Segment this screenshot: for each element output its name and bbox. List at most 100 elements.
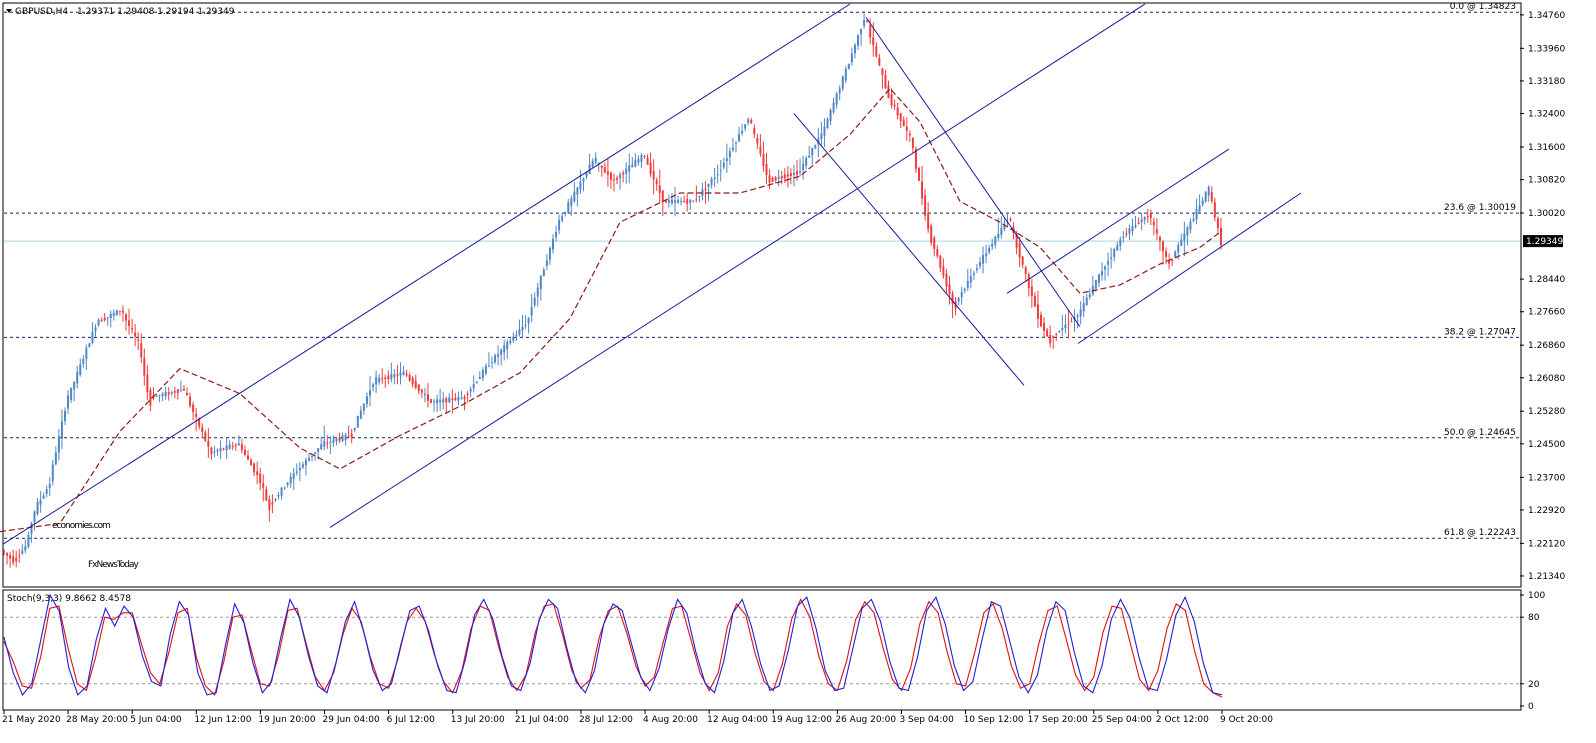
candle [179, 380, 182, 393]
candle [42, 492, 45, 500]
candle [195, 408, 198, 432]
moving-average [0, 87, 1223, 533]
candle [170, 390, 173, 396]
candle [164, 386, 167, 400]
candle [1149, 209, 1152, 225]
candle [890, 88, 893, 109]
candle [606, 158, 609, 187]
trend-line[interactable] [1077, 192, 1302, 344]
time-tick-label: 29 Jun 04:00 [323, 715, 380, 725]
candle [972, 270, 975, 281]
candle [902, 116, 905, 127]
candle [735, 140, 737, 153]
candle [1088, 288, 1091, 300]
price-tick-label: 1.27660 [1528, 308, 1565, 318]
candle [430, 398, 432, 404]
candle [1213, 197, 1216, 222]
candle [600, 165, 603, 177]
time-tick-label: 3 Sep 04:00 [899, 715, 954, 725]
candle [189, 392, 192, 409]
candle [728, 147, 731, 166]
triangle-down-icon[interactable] [6, 9, 12, 13]
ohlc-readout: 1.29371 1.29408 1.29194 1.29349 [77, 7, 235, 17]
candle [860, 28, 863, 46]
candle [564, 211, 567, 217]
candle [100, 317, 103, 322]
candle [899, 112, 902, 129]
fib-level-label: 61.8 @ 1.22243 [1444, 528, 1516, 538]
trend-line[interactable] [865, 17, 1081, 328]
time-tick-label: 28 May 20:00 [66, 715, 128, 725]
trend-line[interactable] [329, 3, 1146, 528]
candle [121, 305, 124, 322]
candle [1009, 216, 1012, 222]
candle [311, 455, 314, 462]
candle [1101, 262, 1103, 281]
candle [1067, 309, 1070, 339]
candle [548, 246, 551, 265]
price-tick-label: 1.31600 [1528, 143, 1565, 153]
trend-line[interactable] [2, 3, 851, 545]
candle [893, 99, 896, 110]
candle [1125, 228, 1128, 238]
candle [186, 387, 188, 396]
price-tick-label: 1.26860 [1528, 341, 1565, 351]
candle [9, 551, 12, 568]
candle [118, 310, 121, 316]
candle [463, 394, 466, 411]
trend-line[interactable] [793, 113, 1025, 386]
trend-line[interactable] [1006, 148, 1230, 294]
candle [994, 235, 997, 249]
candle [707, 183, 710, 202]
time-tick-label: 12 Aug 04:00 [707, 715, 768, 725]
candle [33, 510, 36, 531]
candle [875, 41, 878, 58]
candle [924, 188, 927, 221]
candle [835, 91, 838, 109]
candle [481, 367, 484, 382]
fib-level-label: 23.6 @ 1.30019 [1444, 203, 1516, 213]
price-tick-label: 1.22120 [1528, 539, 1565, 549]
candle [945, 268, 948, 293]
candle [423, 387, 426, 403]
candle [411, 376, 414, 388]
candle [347, 426, 350, 438]
time-tick-label: 2 Oct 12:00 [1156, 715, 1209, 725]
candle [426, 383, 429, 408]
candle [414, 374, 417, 390]
price-tick-label: 1.25280 [1528, 407, 1565, 417]
candle [112, 309, 115, 321]
candle [207, 428, 210, 458]
candle [783, 168, 786, 183]
time-tick-label: 10 Sep 12:00 [964, 715, 1024, 725]
candle [567, 198, 570, 214]
candle [908, 130, 911, 142]
candle [649, 152, 652, 178]
candle [652, 159, 655, 195]
candle [509, 338, 512, 345]
candle [137, 332, 140, 351]
candle [1201, 197, 1204, 207]
candle [570, 195, 573, 217]
candle [280, 486, 283, 500]
candle [67, 390, 70, 415]
candle [799, 158, 802, 177]
candle [1146, 208, 1149, 223]
candle [225, 438, 228, 459]
candle [1024, 265, 1027, 282]
candle [274, 498, 277, 503]
candle [88, 342, 91, 348]
candle [231, 441, 234, 451]
candle [905, 117, 908, 141]
candle [375, 370, 378, 393]
price-tick-label: 1.24500 [1528, 440, 1565, 450]
candle [1061, 314, 1064, 337]
candle [256, 461, 259, 484]
time-tick-label: 4 Aug 20:00 [643, 715, 698, 725]
candle [262, 474, 265, 502]
candle [951, 290, 954, 318]
candle [936, 244, 939, 259]
candle [289, 472, 292, 488]
time-tick-label: 28 Jul 12:00 [579, 715, 633, 725]
candle [838, 85, 841, 101]
